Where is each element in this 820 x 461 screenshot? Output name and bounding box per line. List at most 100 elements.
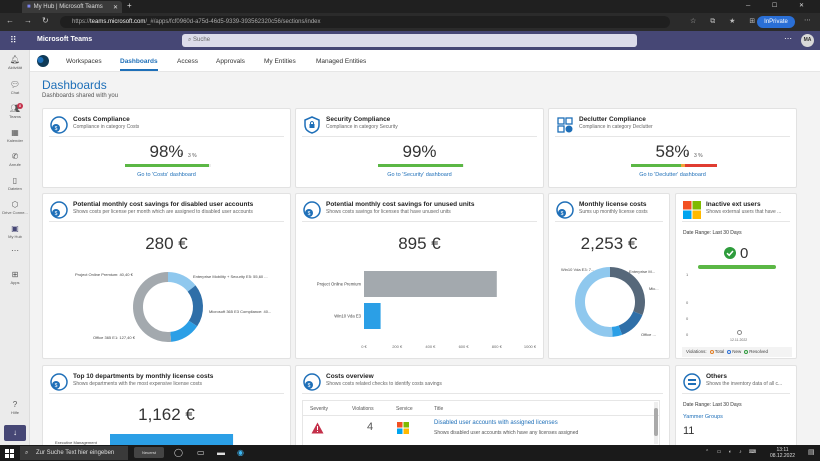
rail-item-help[interactable]: ? Hilfe	[0, 400, 30, 415]
notifications-icon[interactable]: ▤	[808, 449, 815, 456]
taskbar-pinned-item[interactable]: Neuerst	[134, 447, 164, 458]
card-title: Security Compliance	[326, 116, 391, 123]
bar[interactable]	[364, 303, 381, 329]
folder-icon[interactable]: ▬	[217, 448, 225, 457]
rail-item-myhub[interactable]: ▣ My Hub	[0, 224, 30, 239]
x-tick-label: 1000 €	[524, 344, 537, 349]
donut-slice[interactable]	[609, 267, 645, 316]
card-unused-units-savings: $ Potential monthly cost savings for unu…	[295, 193, 544, 359]
donut-slice[interactable]	[575, 267, 613, 337]
table-row[interactable]: 4 Disabled user accounts with assigned l…	[303, 416, 653, 446]
search-placeholder: Suche	[193, 37, 211, 43]
rail-item-chat[interactable]: 💬︎ Chat	[0, 80, 30, 95]
tab-workspaces[interactable]: Workspaces	[66, 58, 102, 65]
windows-start-icon[interactable]	[5, 449, 14, 458]
check-title-link[interactable]: Disabled user accounts with assigned lic…	[434, 420, 558, 426]
edge-icon[interactable]: ◉	[237, 448, 244, 457]
browser-tab[interactable]: ■ My Hub | Microsoft Teams ✕	[22, 1, 122, 13]
rail-item-calendar[interactable]: ▦ Kalender	[0, 128, 30, 143]
tab-dashboards[interactable]: Dashboards	[120, 58, 158, 71]
donut-slice[interactable]	[611, 325, 623, 337]
new-tab-icon[interactable]: +	[127, 1, 132, 10]
browser-menu-icon[interactable]: ⋯	[804, 17, 811, 24]
costs-icon: $	[50, 116, 68, 134]
total-value: 2,253 €	[580, 234, 638, 253]
donut-slice[interactable]	[187, 285, 203, 327]
svg-text:$: $	[55, 126, 58, 132]
donut-slice[interactable]	[167, 272, 196, 292]
check-description: Shows disabled user accounts which have …	[434, 430, 579, 436]
violations-count: 4	[367, 421, 374, 433]
security-dashboard-link[interactable]: Go to 'Security' dashboard	[387, 172, 452, 178]
apps-icon: ⊞	[11, 270, 19, 279]
window-controls[interactable]: ─ ☐ ✕	[746, 3, 814, 9]
total-value: 280 €	[145, 234, 188, 253]
task-view-icon[interactable]: ◯	[174, 448, 183, 457]
delta-up-icon: ⇡	[179, 153, 184, 159]
compliance-delta: 3 %	[188, 153, 197, 159]
bar[interactable]	[110, 434, 234, 447]
rail-item-calls[interactable]: ✆ Anrufe	[0, 152, 30, 167]
browser-toolbar-icons[interactable]: ☆ ⧉ ★ ⊞	[690, 18, 762, 25]
divider	[555, 136, 790, 137]
card-subtitle: Compliance in category Security	[326, 124, 398, 130]
yammer-groups-link[interactable]: Yammer Groups	[683, 414, 723, 420]
app-launcher-icon[interactable]: ⠿	[10, 35, 17, 45]
divider	[49, 221, 284, 222]
costs-dashboard-link[interactable]: Go to 'Costs' dashboard	[137, 172, 196, 178]
rail-item-teams[interactable]: 👥︎ 8 Teams	[0, 103, 30, 119]
scrollbar-thumb[interactable]	[654, 408, 658, 436]
rail-label: Teams	[9, 114, 21, 119]
declutter-dashboard-link[interactable]: Go to 'Declutter' dashboard	[639, 172, 706, 178]
file-icon: ▯	[12, 176, 18, 185]
card-costs-overview: $ Costs overview Shows costs related che…	[295, 365, 670, 447]
bar-category-label: Win10 Vda E3	[334, 314, 361, 319]
svg-text:$: $	[308, 383, 311, 389]
close-tab-icon[interactable]: ✕	[112, 4, 118, 11]
file-explorer-icon[interactable]: ▭	[197, 448, 205, 457]
rail-label: Anrufe	[9, 162, 21, 167]
more-options-icon[interactable]: ⋯	[784, 34, 792, 43]
rail-item-files[interactable]: ▯ Dateien	[0, 176, 30, 191]
taskbar-search-input[interactable]: ⌕ Zur Suche Text hier eingeben	[20, 446, 128, 460]
inventory-icon	[683, 373, 701, 391]
compliance-value: 58%	[655, 142, 690, 161]
bar[interactable]	[364, 271, 497, 297]
donut-slice[interactable]	[618, 311, 643, 335]
costs-icon: $	[303, 373, 321, 391]
card-subtitle: Compliance in category Costs	[73, 124, 140, 130]
tab-access[interactable]: Access	[177, 58, 198, 65]
card-subtitle: Shows costs savings for licenses that ha…	[326, 209, 451, 215]
refresh-icon[interactable]: ↻	[42, 16, 49, 25]
compliance-bar-warn	[680, 164, 685, 167]
table-scrollbar[interactable]	[654, 402, 658, 444]
search-input[interactable]: ⌕ Suche	[182, 34, 637, 47]
tab-managed-entities[interactable]: Managed Entities	[316, 58, 367, 65]
rail-item-apps[interactable]: ⊞ Apps	[0, 270, 30, 285]
card-title: Declutter Compliance	[579, 116, 646, 123]
x-tick-label: 600 €	[459, 344, 470, 349]
system-tray-icons[interactable]: ⌃ ▭ ◐ ♪ ⌨	[705, 449, 760, 455]
donut-label: Enterprise M...	[629, 269, 656, 274]
back-icon[interactable]: ←	[6, 16, 14, 25]
warning-icon	[311, 422, 324, 434]
inprivate-button[interactable]: InPrivate	[757, 16, 795, 28]
rail-item-drive[interactable]: ⬡ Drive Conne...	[0, 200, 30, 215]
divider	[302, 221, 537, 222]
download-icon[interactable]: ↓	[4, 425, 26, 441]
tab-my-entities[interactable]: My Entities	[264, 58, 296, 65]
rail-more[interactable]: ⋯	[0, 246, 30, 256]
url-path: /_#/apps/fcf0960d-a75d-46d5-9339-3935623…	[145, 19, 321, 25]
rail-label: Drive Conne...	[2, 210, 28, 215]
drive-icon: ⬡	[11, 200, 19, 209]
avatar[interactable]: MA	[801, 34, 814, 47]
violations-label: Violations:	[686, 349, 707, 354]
tab-approvals[interactable]: Approvals	[216, 58, 245, 65]
delta-up-icon: ⇡	[685, 153, 690, 159]
donut-slice[interactable]	[133, 272, 172, 342]
date-range: Date Range: Last 30 Days	[683, 230, 742, 236]
rail-item-activity[interactable]: 🔔︎ Aktivität	[0, 55, 30, 70]
donut-slice[interactable]	[169, 320, 198, 342]
url-field[interactable]: https://teams.microsoft.com/_#/apps/fcf0…	[60, 16, 670, 28]
forward-icon[interactable]: →	[24, 16, 32, 25]
